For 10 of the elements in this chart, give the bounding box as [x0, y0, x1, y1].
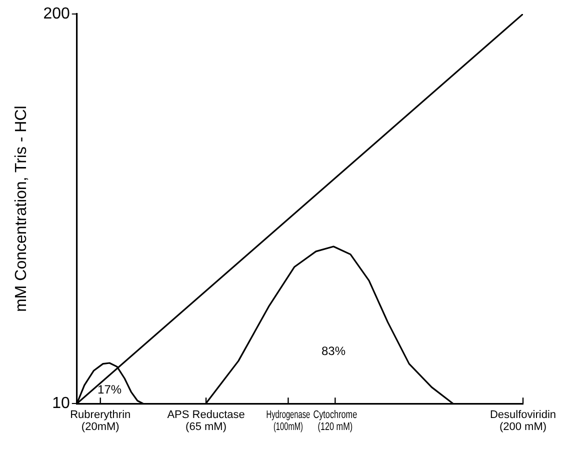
y-tick-label: 10	[52, 395, 70, 412]
annotation: 83%	[322, 344, 346, 358]
x-tick-label: Rubrerythrin (20mM)	[70, 409, 131, 434]
x-tick-label: Desulfoviridin (200 mM)	[490, 409, 556, 434]
annotation: 17%	[98, 382, 122, 397]
y-tick-label: 200	[43, 5, 70, 22]
x-tick-label: APS Reductase (65 mM)	[167, 409, 245, 434]
x-tick-label: Hydrogenase (100mM)	[266, 408, 310, 432]
y-axis-title: mM Concentration, Tris - HCl	[13, 106, 30, 312]
x-tick-label: Cytochrome (120 mM)	[313, 409, 358, 434]
